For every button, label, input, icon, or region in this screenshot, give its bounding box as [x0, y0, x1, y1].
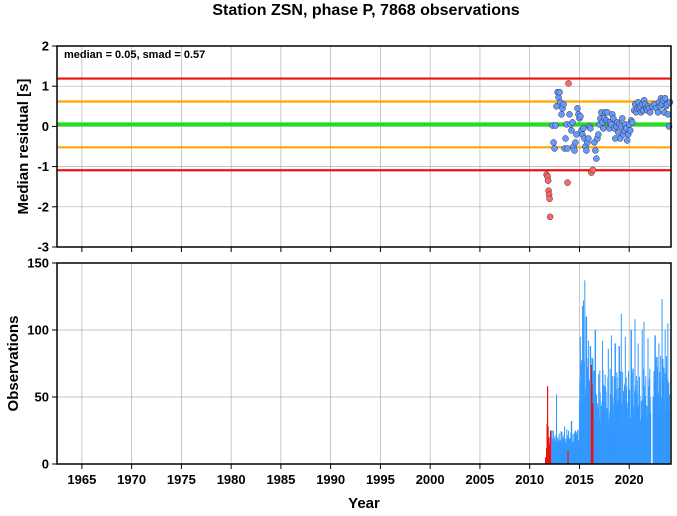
residual-ticks: 2 1 0 -1 -2 -3 [37, 39, 630, 255]
residual-point [595, 131, 602, 138]
outlier-point [589, 166, 597, 174]
x-tick-label: 1970 [117, 472, 146, 487]
y-tick-label: 150 [27, 256, 49, 271]
x-tick-label: 1980 [217, 472, 246, 487]
residual-point [666, 99, 674, 106]
residual-point [585, 135, 592, 142]
y-tick-label: 2 [42, 39, 49, 54]
y-tick-label: 1 [42, 79, 49, 94]
observations-y-axis-title: Observations [5, 316, 22, 412]
observations-grid [57, 262, 671, 465]
y-tick-label: 0 [42, 119, 49, 134]
x-tick-label: 2005 [465, 472, 494, 487]
residual-point [661, 95, 669, 102]
residual-point [654, 109, 662, 116]
residual-point [628, 119, 636, 126]
residual-point [562, 135, 569, 142]
residual-point [569, 119, 576, 126]
residual-point [550, 139, 557, 146]
residual-point [626, 127, 634, 134]
x-tick-label: 1985 [266, 472, 295, 487]
x-tick-label: 2015 [565, 472, 594, 487]
residual-point [571, 147, 578, 154]
observations-panel: 1965 1970 1975 1980 1985 1990 1995 2000 2005 2010… [5, 256, 672, 512]
residual-point [592, 147, 599, 154]
residual-plot-frame [56, 45, 672, 248]
observation-bars [545, 280, 671, 464]
residual-point [568, 127, 575, 134]
residual-point [572, 139, 579, 146]
y-tick-label: -2 [37, 199, 49, 214]
residual-point [552, 122, 559, 129]
residual-point [587, 125, 594, 132]
chart-title: Station ZSN, phase P, 7868 observations [212, 2, 519, 19]
observations-ticks: 1965 1970 1975 1980 1985 1990 1995 2000 2005 2010… [27, 256, 643, 488]
residual-points [543, 80, 674, 221]
residual-y-axis-title: Median residual [s] [15, 79, 32, 215]
y-tick-label: -1 [37, 159, 49, 174]
x-tick-label: 1975 [167, 472, 196, 487]
y-tick-label: 0 [42, 457, 49, 472]
residual-point [600, 125, 607, 132]
outlier-point [546, 213, 554, 221]
residual-point [556, 88, 563, 96]
x-tick-label: 1990 [316, 472, 345, 487]
residual-point [573, 131, 580, 138]
residual-point [553, 103, 560, 110]
residual-point [560, 101, 567, 108]
outlier-point [564, 179, 571, 186]
y-tick-label: 100 [27, 323, 49, 338]
x-tick-label: 1965 [67, 472, 96, 487]
residual-point [623, 137, 631, 144]
residual-point [577, 113, 584, 120]
x-tick-label: 1995 [366, 472, 395, 487]
residual-point [566, 111, 573, 118]
residual-point [558, 111, 565, 118]
residual-threshold-lines [57, 77, 671, 172]
residual-point [564, 145, 571, 152]
residual-point [551, 145, 558, 152]
outlier-point [565, 80, 572, 87]
y-tick-label: -3 [37, 240, 49, 255]
outlier-point [546, 195, 553, 203]
x-axis-title: Year [348, 495, 380, 511]
residual-point [583, 147, 590, 154]
observations-plot-frame [56, 262, 672, 465]
residual-point [664, 111, 672, 118]
residual-point [610, 115, 617, 122]
x-tick-label: 2020 [615, 472, 644, 487]
residual-panel: 2 1 0 -1 -2 -3 median = 0.05, smad = 0.57 Med… [15, 39, 674, 255]
residual-point [580, 125, 587, 132]
x-tick-label: 2000 [416, 472, 445, 487]
outlier-point [544, 177, 552, 184]
residual-point [593, 155, 600, 162]
residual-point [618, 115, 626, 122]
y-tick-label: 50 [35, 390, 49, 405]
stats-annotation: median = 0.05, smad = 0.57 [64, 49, 205, 61]
residual-point [574, 105, 581, 112]
residual-point [646, 109, 654, 116]
x-tick-label: 2010 [515, 472, 544, 487]
